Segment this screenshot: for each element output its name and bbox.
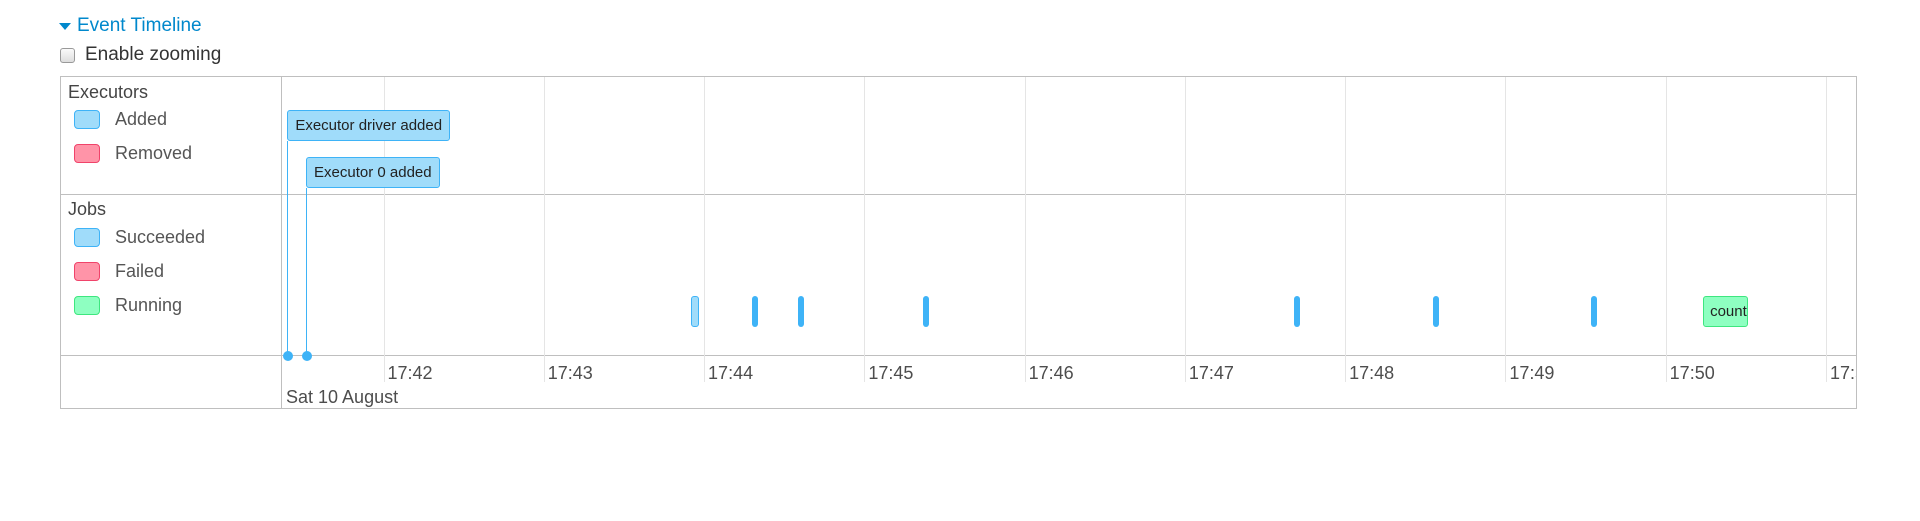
gridline [1024, 77, 1026, 382]
axis-tick-label: 17:50 [1669, 363, 1715, 383]
executors-group-label: Executors Added Removed [61, 77, 281, 195]
legend-label: Added [115, 109, 168, 129]
legend-label: Failed [115, 261, 165, 281]
executors-title: Executors [68, 82, 149, 102]
executor-event-line [306, 188, 308, 355]
enable-zooming[interactable]: Enable zooming [60, 44, 221, 66]
succeeded-swatch-icon [74, 228, 100, 247]
job-succeeded[interactable] [1433, 296, 1440, 327]
job-running[interactable]: count [1703, 296, 1749, 327]
executor-event[interactable]: Executor driver added [287, 110, 451, 141]
enable-zooming-label: Enable zooming [85, 44, 222, 65]
group-divider [282, 194, 1856, 195]
gridline [543, 77, 545, 382]
legend-failed: Failed [74, 261, 164, 282]
running-swatch-icon [74, 296, 100, 315]
jobs-title: Jobs [68, 199, 107, 219]
axis-tick-label: 17:43 [547, 363, 593, 383]
legend-added: Added [74, 109, 167, 130]
enable-zooming-checkbox[interactable] [60, 47, 75, 63]
axis-tick-label: 17:49 [1509, 363, 1555, 383]
legend-running: Running [74, 295, 182, 316]
job-succeeded[interactable] [1294, 296, 1301, 327]
job-succeeded[interactable] [752, 296, 759, 327]
gridline [1184, 77, 1186, 382]
axis-tick-label: 17:46 [1028, 363, 1074, 383]
event-timeline-toggle[interactable]: Event Timeline [59, 15, 202, 37]
axis-tick-label: 17:47 [1188, 363, 1234, 383]
jobs-group-label: Jobs Succeeded Failed Running [61, 195, 281, 356]
axis-tick-label: 17:45 [868, 363, 914, 383]
job-succeeded[interactable] [797, 296, 804, 327]
timeline-panel[interactable]: Sat 10 August 17:42 17:43 17:44 17:45 17:46 1… [282, 77, 1856, 408]
event-timeline-title: Event Timeline [77, 15, 202, 36]
job-succeeded[interactable] [923, 296, 930, 327]
executor-event[interactable]: Executor 0 added [306, 157, 440, 188]
legend-label: Running [115, 295, 183, 315]
job-succeeded[interactable] [1590, 296, 1597, 327]
axis-tick-label: 17:51 [1829, 363, 1856, 383]
executor-event-line [287, 141, 289, 355]
caret-down-icon [59, 22, 71, 30]
gridline [383, 77, 385, 382]
job-succeeded[interactable] [690, 296, 699, 327]
legend-removed: Removed [74, 143, 192, 164]
axis-tick-label: 17:48 [1349, 363, 1395, 383]
gridline [1345, 77, 1347, 382]
timeline-labels: Executors Added Removed Jobs Succeeded F… [61, 77, 282, 408]
axis-date: Sat 10 August [286, 387, 399, 407]
legend-succeeded: Succeeded [74, 227, 205, 248]
removed-swatch-icon [74, 144, 100, 163]
axis-line [282, 355, 1856, 356]
axis-tick-label: 17:42 [387, 363, 433, 383]
gridline [1825, 77, 1827, 382]
legend-label: Removed [115, 143, 193, 163]
added-swatch-icon [74, 110, 100, 129]
failed-swatch-icon [74, 262, 100, 281]
timeline: Executors Added Removed Jobs Succeeded F… [60, 76, 1857, 409]
gridline [864, 77, 866, 382]
gridline [704, 77, 706, 382]
gridline [1505, 77, 1507, 382]
executor-event-dot[interactable] [282, 351, 293, 361]
executor-event-dot[interactable] [301, 351, 312, 361]
axis-tick-label: 17:44 [708, 363, 754, 383]
legend-label: Succeeded [115, 227, 206, 247]
gridline [1665, 77, 1667, 382]
